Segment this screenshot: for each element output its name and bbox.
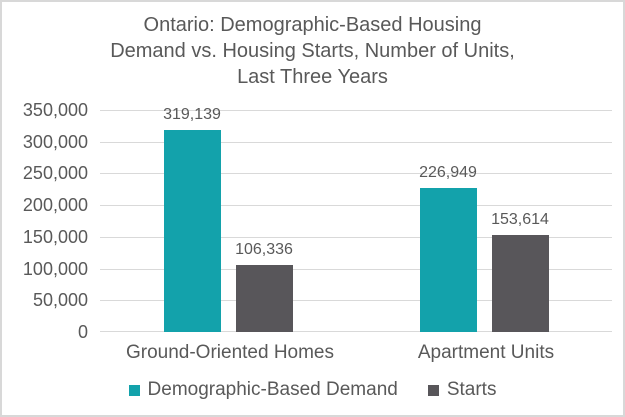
gridline-350000	[100, 110, 612, 111]
value-label-starts-ground-oriented: 106,336	[235, 240, 293, 258]
chart-title: Ontario: Demographic-Based Housing Deman…	[2, 12, 623, 90]
x-axis-label-apartment-units: Apartment Units	[417, 342, 555, 363]
legend-label-demand: Demographic-Based Demand	[147, 379, 398, 400]
bar-demand-apartment	[419, 188, 477, 332]
plot-area: 319,139 106,336 226,949 153,614	[100, 106, 612, 332]
bar-starts-apartment	[491, 234, 549, 332]
demand-swatch-icon	[128, 384, 140, 396]
y-tick-label-150000: 150,000	[22, 226, 88, 247]
legend-item-starts: Starts	[427, 379, 497, 401]
gridline-0	[100, 331, 612, 332]
y-tick-label-100000: 100,000	[22, 258, 88, 279]
bar-starts-ground-oriented	[235, 264, 293, 332]
gridline-100000	[100, 268, 612, 270]
value-label-demand-apartment: 226,949	[419, 164, 477, 182]
legend-item-demand: Demographic-Based Demand	[128, 379, 398, 401]
chart-title-line-2: Demand vs. Housing Starts, Number of Uni…	[110, 40, 515, 62]
gridline-200000	[100, 205, 612, 207]
y-tick-label-0: 0	[77, 322, 88, 342]
chart-body: 0 50,000 100,000 150,000 200,000 250,000 300,0…	[2, 100, 623, 342]
x-axis: Ground-Oriented Homes Apartment Units	[102, 332, 614, 365]
chart-title-line-3: Last Three Years	[237, 66, 388, 88]
gridline-300000	[100, 141, 612, 143]
value-label-demand-ground-oriented: 319,139	[163, 105, 221, 123]
bar-demand-ground-oriented	[163, 129, 221, 332]
gridline-50000	[100, 300, 612, 302]
legend-label-starts: Starts	[446, 379, 497, 400]
starts-swatch-icon	[427, 384, 439, 396]
y-tick-label-200000: 200,000	[22, 195, 88, 216]
y-tick-label-50000: 50,000	[32, 290, 88, 311]
y-tick-label-350000: 350,000	[22, 100, 88, 120]
gridline-250000	[100, 173, 612, 175]
y-tick-label-250000: 250,000	[22, 163, 88, 184]
value-label-starts-apartment: 153,614	[491, 210, 549, 228]
chart-title-line-1: Ontario: Demographic-Based Housing	[143, 14, 482, 36]
legend: Demographic-Based Demand Starts	[2, 379, 623, 401]
x-axis-label-ground-oriented-homes: Ground-Oriented Homes	[125, 342, 335, 363]
y-tick-label-300000: 300,000	[22, 131, 88, 152]
gridline-150000	[100, 236, 612, 238]
y-axis: 0 50,000 100,000 150,000 200,000 250,000 300,0…	[2, 100, 100, 342]
